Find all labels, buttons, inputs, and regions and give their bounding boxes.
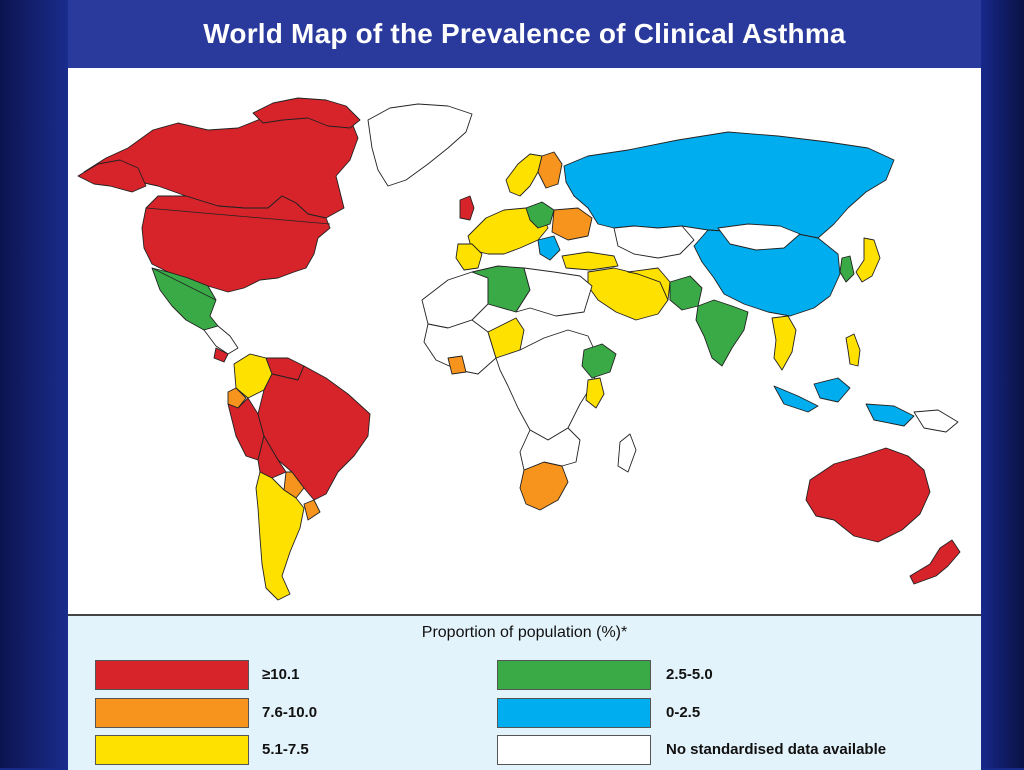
region-pakistan-afghanistan (670, 276, 702, 310)
legend-swatch-low (497, 698, 651, 728)
legend-label-low: 0-2.5 (666, 698, 700, 728)
region-turkey (562, 252, 618, 270)
legend-swatch-low-mid (497, 660, 651, 690)
region-southeast-asia (772, 316, 796, 370)
region-central-america (204, 326, 238, 354)
region-eastern-europe (552, 208, 592, 240)
region-north-africa-west (422, 272, 488, 328)
region-kenya (586, 378, 604, 408)
legend-label-no-data: No standardised data available (666, 735, 886, 765)
slide-panel: World Map of the Prevalence of Clinical … (68, 0, 981, 768)
region-india (696, 300, 748, 366)
world-map (68, 68, 981, 614)
region-australia (806, 448, 930, 542)
legend-swatch-mid-high (95, 698, 249, 728)
world-map-svg (68, 68, 981, 614)
region-balkans (538, 236, 560, 260)
legend: Proportion of population (%)* ≥10.1 7.6-… (68, 614, 981, 770)
legend-swatch-no-data (497, 735, 651, 765)
legend-label-mid-high: 7.6-10.0 (262, 698, 317, 728)
region-finland-baltic (538, 152, 562, 188)
region-uruguay (304, 500, 320, 520)
legend-label-mid: 5.1-7.5 (262, 735, 309, 765)
region-kazakhstan (614, 226, 694, 258)
region-korea (840, 256, 854, 282)
legend-swatch-high (95, 660, 249, 690)
region-russia (564, 132, 894, 238)
title-bar: World Map of the Prevalence of Clinical … (68, 0, 981, 68)
region-peru (228, 398, 264, 460)
region-scandinavia (506, 154, 542, 196)
legend-swatch-mid (95, 735, 249, 765)
slide-background-right (981, 0, 1024, 768)
region-new-guinea (914, 410, 958, 432)
region-madagascar (618, 434, 636, 472)
region-japan (856, 238, 880, 282)
region-uk (460, 196, 474, 220)
map-title: World Map of the Prevalence of Clinical … (203, 18, 845, 50)
region-brazil (258, 366, 370, 500)
legend-label-high: ≥10.1 (262, 660, 299, 690)
region-greenland (368, 104, 472, 186)
legend-title: Proportion of population (%)* (68, 624, 981, 642)
slide-background-left (0, 0, 68, 768)
region-new-zealand (910, 540, 960, 584)
region-philippines (846, 334, 860, 366)
region-indonesia (774, 378, 914, 426)
legend-label-low-mid: 2.5-5.0 (666, 660, 713, 690)
